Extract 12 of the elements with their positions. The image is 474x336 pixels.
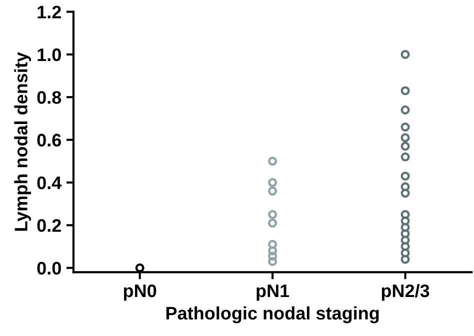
x-axis-title: Pathologic nodal staging xyxy=(166,306,379,324)
y-tick-label: 0.6 xyxy=(37,134,62,147)
y-tick-label: 0.8 xyxy=(37,91,62,104)
y-tick-label: 1.0 xyxy=(38,48,61,62)
y-tick-label: 1.2 xyxy=(38,6,61,18)
y-tick-label: 0.2 xyxy=(37,219,61,232)
x-tick-label: pN1 xyxy=(256,284,290,301)
y-tick-label: 0.4 xyxy=(37,176,62,190)
y-tick-label: 0.0 xyxy=(37,262,61,275)
y-axis-title: Lymph nodal density xyxy=(14,52,32,231)
x-tick-label: pN0 xyxy=(124,284,156,301)
x-tick-label: pN2/3 xyxy=(382,284,430,301)
